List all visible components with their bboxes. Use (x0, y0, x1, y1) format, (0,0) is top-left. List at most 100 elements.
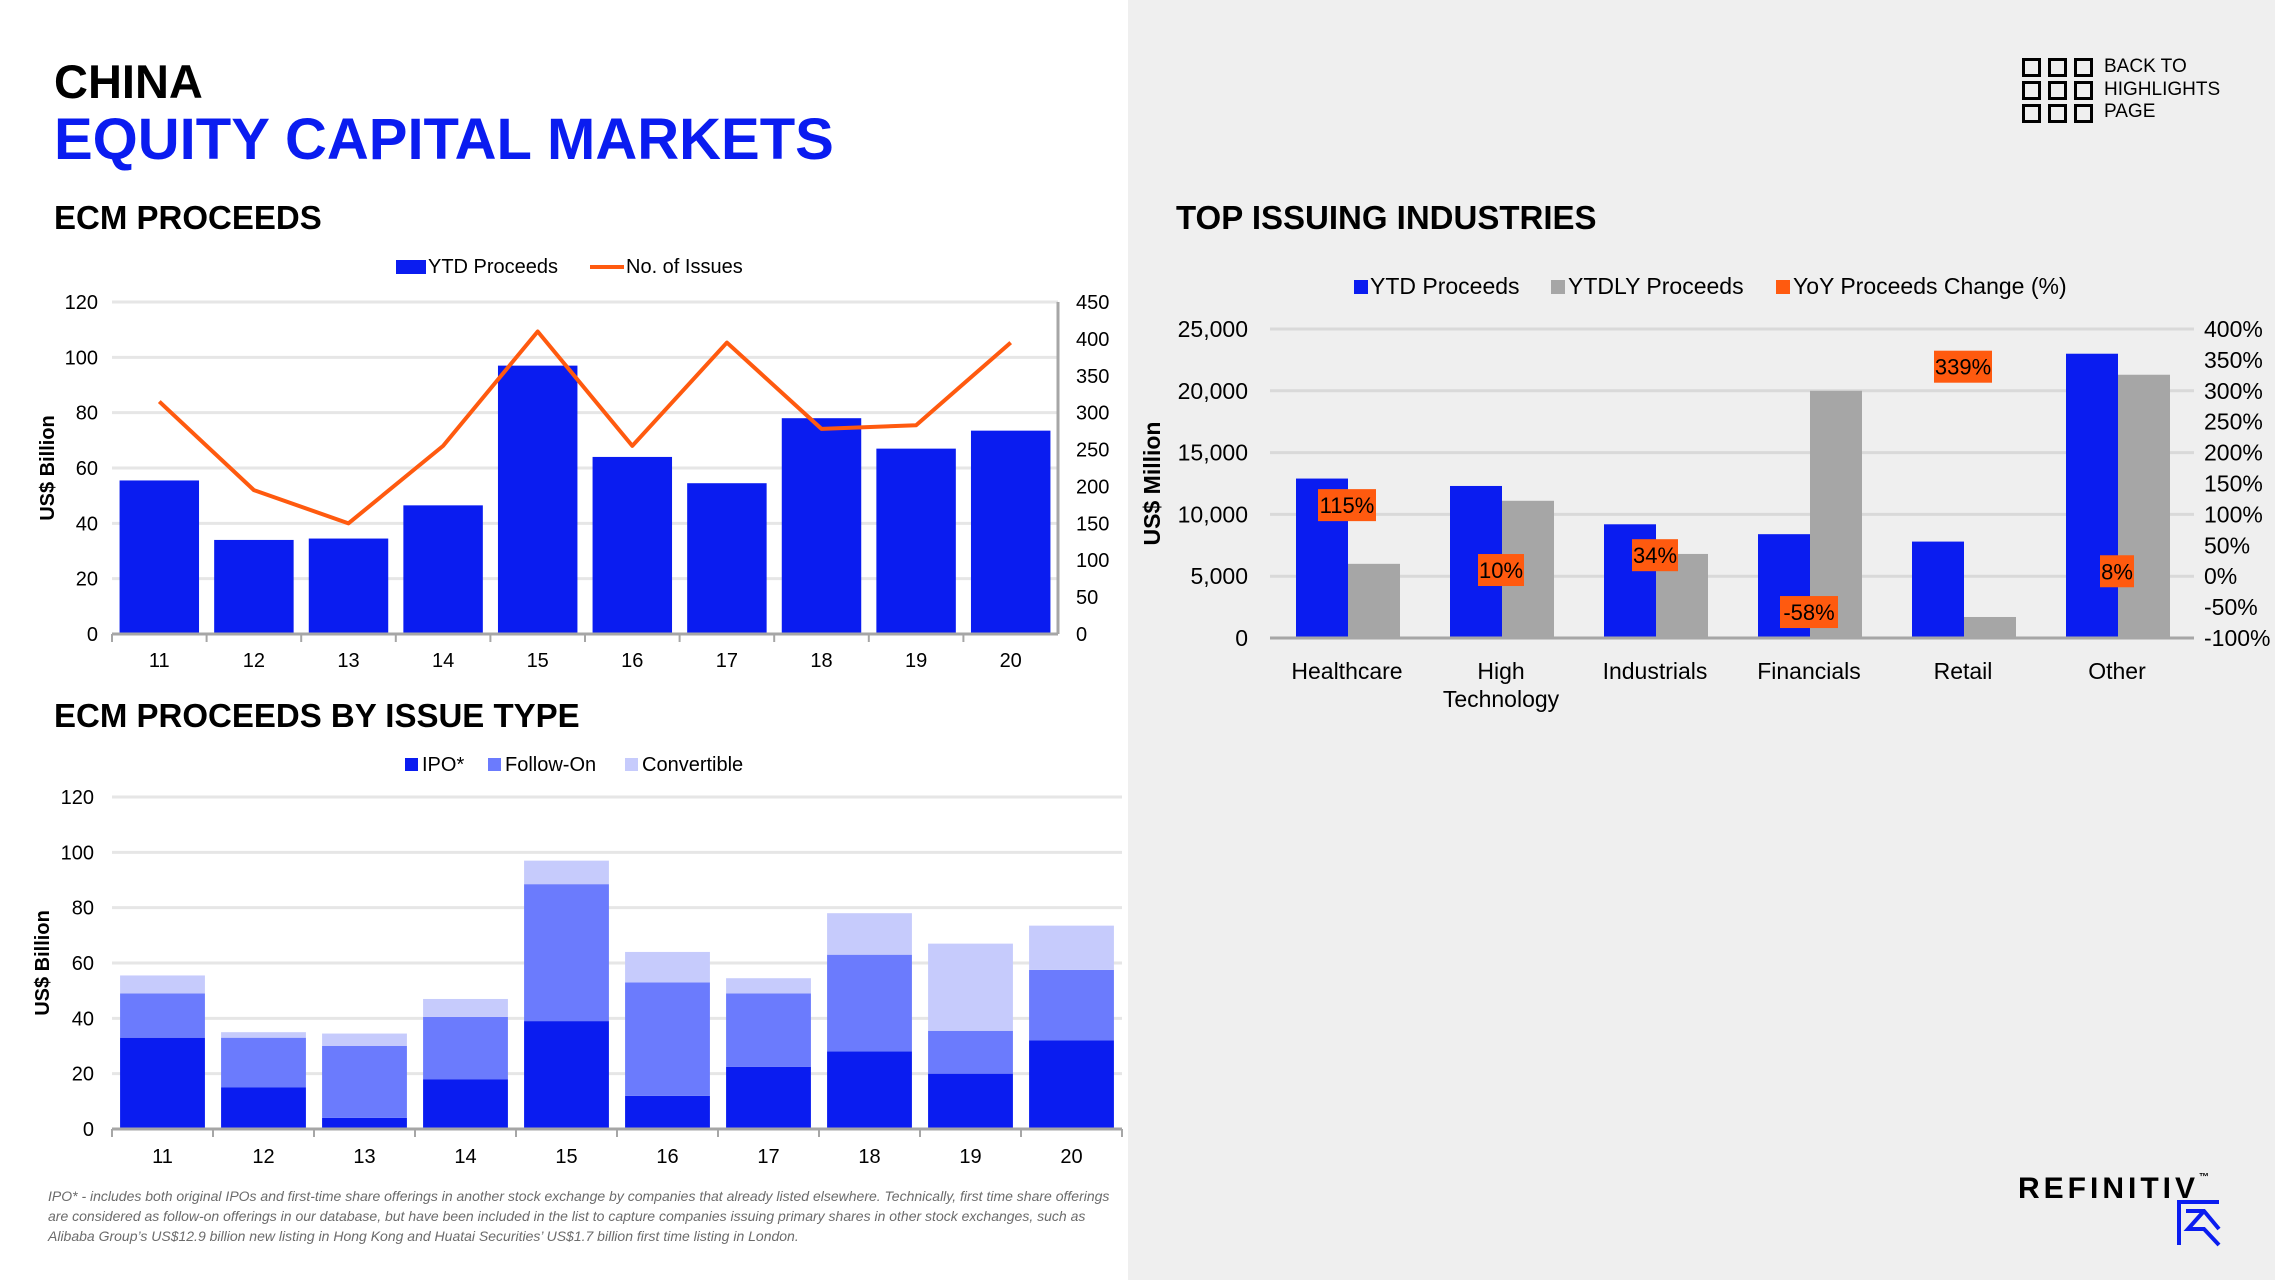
y-tick-label: 5,000 (1190, 563, 1248, 589)
legend-swatch-ytd-proceeds (396, 260, 426, 274)
bar-ytdly-retail (1964, 616, 2016, 638)
bar-18 (781, 418, 862, 634)
bar-follow-on-13 (322, 1046, 407, 1118)
bar-ytd-retail (1912, 541, 1964, 638)
bar-11 (119, 480, 200, 634)
bar-ipo--19 (928, 1073, 1013, 1129)
change-label-box-other (2100, 555, 2134, 588)
y2-tick-label: 150% (2204, 471, 2263, 497)
x-tick-label: 20 (1060, 1146, 1082, 1168)
ecm-proceeds-chart: 0 20 40 60 80 100 120 0 50 100 150 200 250 300 350 400 4… (37, 256, 1109, 672)
y2-tick-label: 200 (1076, 476, 1109, 498)
y2-tick-label: 400% (2204, 316, 2263, 342)
y-tick-label: 25,000 (1178, 316, 1248, 342)
y-tick-label: 80 (72, 898, 94, 920)
x-tick-label: Other (2088, 658, 2146, 684)
bar-ytd-other (2066, 353, 2118, 638)
bar-ipo--15 (524, 1021, 609, 1129)
y-axis-title: US$ Million (1139, 422, 1165, 546)
change-label-healthcare: 115% (1320, 493, 1375, 518)
x-tick-label: 11 (149, 650, 170, 672)
section-title-top-industries: TOP ISSUING INDUSTRIES (1176, 199, 1597, 236)
x-tick-label: 18 (858, 1146, 880, 1168)
bar-19 (876, 448, 956, 634)
bar-ipo--16 (625, 1095, 710, 1129)
brand-name: REFINITIV (2018, 1172, 2200, 1205)
legend-label-ipo-: IPO* (422, 754, 464, 776)
y-tick-label: 40 (76, 513, 98, 535)
legend-label-yoy-proceeds-change-: YoY Proceeds Change (%) (1793, 273, 2067, 299)
bar-20 (970, 430, 1051, 634)
y2-tick-label: 0 (1076, 624, 1087, 646)
section-title-ecm-proceeds: ECM PROCEEDS (54, 199, 322, 236)
y2-tick-label: -50% (2204, 594, 2258, 620)
y-tick-label: 100 (65, 347, 98, 369)
line-series-no-of-issues (157, 329, 1013, 526)
legend-label-ytd-proceeds: YTD Proceeds (428, 256, 558, 278)
y2-tick-label: 350 (1076, 366, 1109, 388)
issue-type-chart: 0 20 40 60 80 100 120 11 12 13 14 15 16 17 18 19 20 US$ B… (32, 754, 1123, 1168)
change-label-box-retail (1934, 350, 1992, 383)
y-tick-label: 40 (72, 1008, 94, 1030)
y-tick-label: 15,000 (1178, 440, 1248, 466)
x-tick-label: 14 (432, 650, 454, 672)
change-label-retail: 339% (1935, 355, 1991, 380)
refinitiv-logo-mark (2177, 1200, 2221, 1247)
y2-tick-label: 150 (1076, 513, 1109, 535)
x-tick-label: Retail (1934, 658, 1993, 684)
y2-tick-label: 450 (1076, 292, 1109, 314)
legend-label-convertible: Convertible (642, 754, 743, 776)
x-tick-label: 15 (527, 650, 549, 672)
x-tick-label: 19 (959, 1146, 981, 1168)
legend-swatch-follow-on (488, 758, 501, 771)
bar-ipo--13 (322, 1117, 407, 1129)
y2-tick-label: 300% (2204, 378, 2263, 404)
bar-14 (403, 505, 483, 634)
brand-tm: ™ (2199, 1172, 2210, 1183)
y2-tick-label: 200% (2204, 440, 2263, 466)
bar-ytdly-healthcare (1348, 563, 1400, 638)
change-label-other: 8% (2101, 559, 2133, 584)
y-tick-label: 20,000 (1178, 378, 1248, 404)
bar-convertible-12 (221, 1032, 306, 1038)
x-tick-label: 20 (1000, 650, 1022, 672)
x-tick-label: 16 (621, 650, 643, 672)
bar-17 (687, 483, 767, 634)
y-tick-label: 20 (76, 569, 98, 591)
x-tick-label: Industrials (1603, 658, 1708, 684)
x-tick-label: 12 (252, 1146, 274, 1168)
x-tick-label: 11 (152, 1146, 173, 1168)
legend-swatch-ipo- (405, 758, 418, 771)
x-tick-label: 19 (905, 650, 927, 672)
back-to-highlights-link[interactable]: BACK TO HIGHLIGHTS PAGE (2022, 56, 2242, 126)
footnote: IPO* - includes both original IPOs and f… (48, 1188, 1110, 1244)
page-title: EQUITY CAPITAL MARKETS (54, 107, 834, 172)
right-panel (1128, 0, 2275, 1280)
y-axis-title: US$ Billion (32, 910, 54, 1016)
y2-tick-label: 350% (2204, 347, 2263, 373)
bar-convertible-17 (726, 978, 811, 994)
legend-swatch-convertible (625, 758, 638, 771)
refinitiv-logo: REFINITIV™ (2018, 1172, 2209, 1206)
legend-swatch-yoy-proceeds-change- (1776, 280, 1790, 294)
bar-13 (308, 538, 389, 634)
y-tick-label: 0 (83, 1119, 94, 1141)
bar-convertible-14 (423, 998, 508, 1017)
x-tick-label: 17 (716, 650, 738, 672)
bar-16 (592, 456, 673, 634)
bar-ipo--11 (120, 1037, 205, 1129)
bar-convertible-13 (322, 1033, 407, 1046)
bar-ipo--12 (221, 1087, 306, 1129)
bar-follow-on-15 (524, 884, 609, 1022)
bar-ipo--14 (423, 1079, 508, 1129)
y2-tick-label: 100% (2204, 501, 2263, 527)
bar-convertible-19 (928, 943, 1013, 1031)
y-axis-title: US$ Billion (37, 415, 59, 521)
bar-follow-on-17 (726, 993, 811, 1067)
y-tick-label: 60 (76, 458, 98, 480)
x-tick-label: 16 (656, 1146, 678, 1168)
change-label-box-high-technology (1478, 554, 1524, 587)
x-tick-label: 12 (243, 650, 265, 672)
change-label-financials: -58% (1783, 600, 1834, 625)
bar-follow-on-11 (120, 993, 205, 1038)
